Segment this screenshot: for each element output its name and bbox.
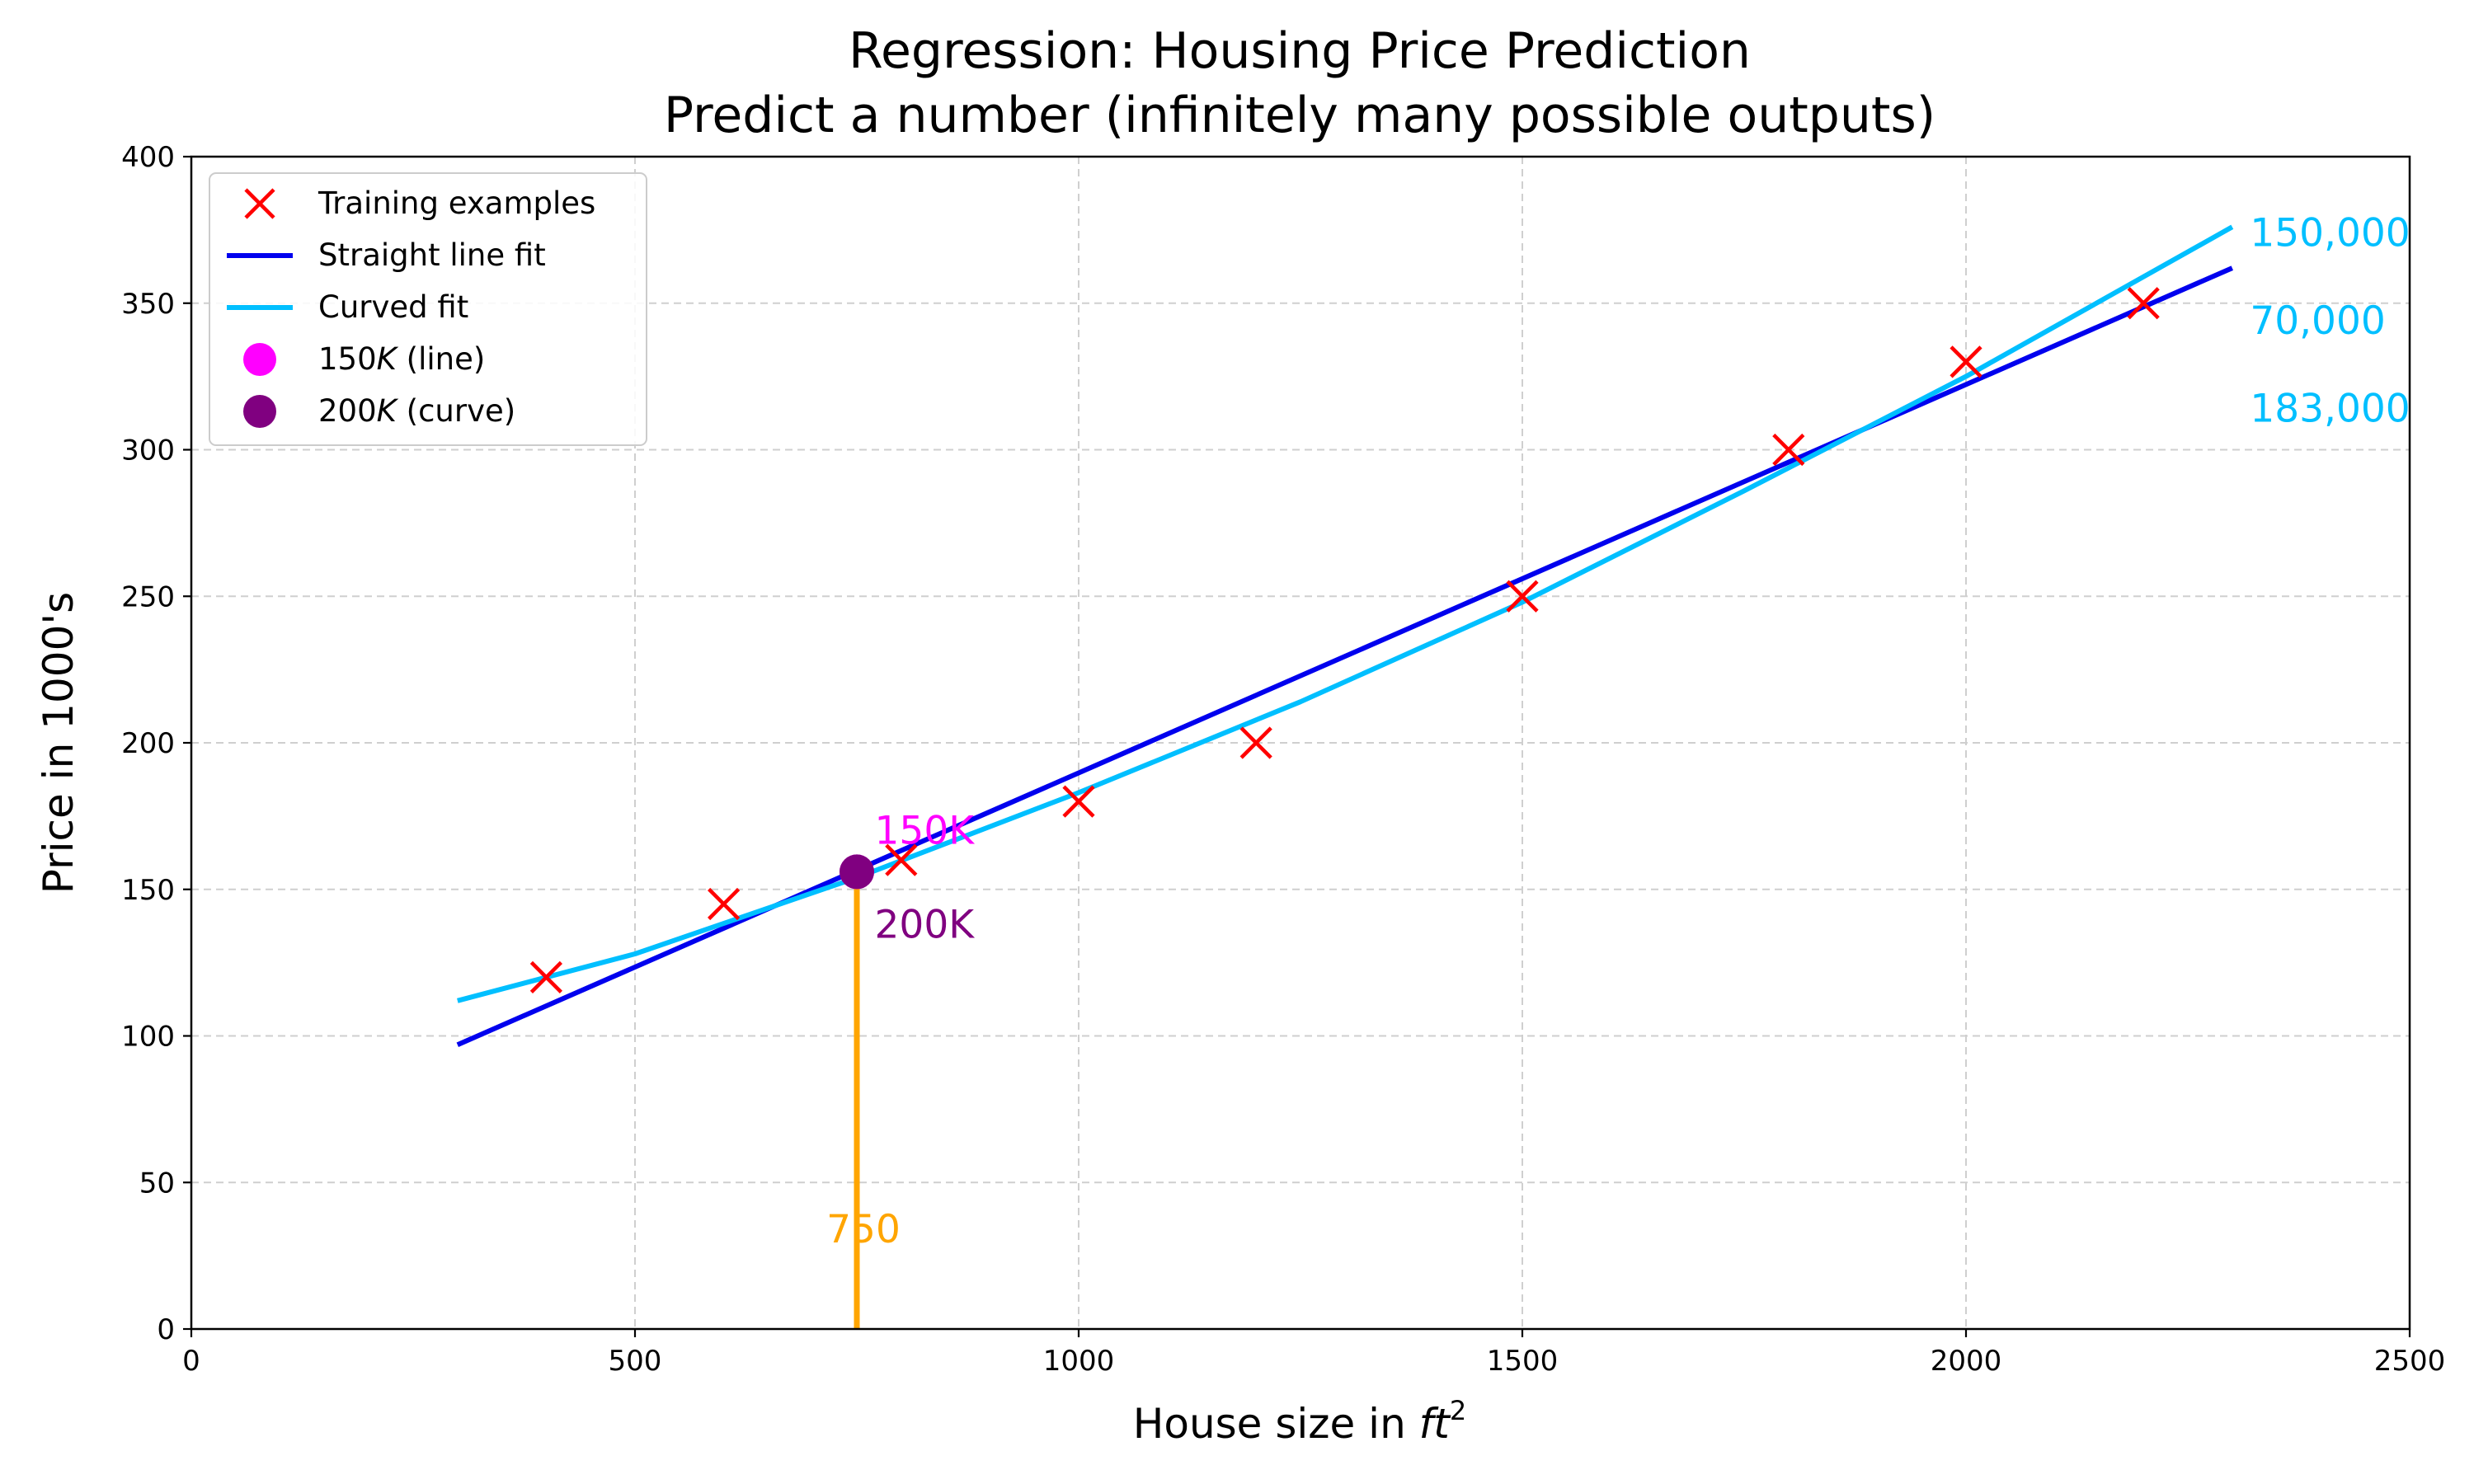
legend-150k-var: K bbox=[377, 341, 399, 377]
legend-200k-var: K bbox=[377, 393, 399, 429]
prediction-point-4-0 bbox=[840, 854, 874, 890]
x-axis-label-exp: 2 bbox=[1450, 1395, 1466, 1426]
training-point-8 bbox=[2127, 287, 2160, 320]
chart-title: Regression: Housing Price Prediction bbox=[849, 22, 1751, 80]
legend-150k-rest: (line) bbox=[397, 341, 485, 377]
x-tick-label-2000: 2000 bbox=[1931, 1345, 2002, 1378]
training-point-0 bbox=[529, 960, 562, 993]
training-point-8-stroke-b bbox=[2127, 287, 2160, 320]
training-point-2-stroke-b bbox=[885, 843, 918, 876]
x-axis-label-text: House size in bbox=[1133, 1400, 1419, 1448]
training-point-5 bbox=[1506, 580, 1539, 613]
training-point-4-stroke-b bbox=[1239, 726, 1272, 759]
training-point-3-stroke-b bbox=[1062, 785, 1095, 818]
training-point-0-stroke-b bbox=[529, 960, 562, 993]
y-tick-label-100: 100 bbox=[121, 1021, 175, 1054]
y-tick-label-150: 150 bbox=[121, 874, 175, 907]
training-point-1-stroke-b bbox=[708, 887, 741, 921]
y-tick-label-350: 350 bbox=[121, 288, 175, 321]
legend-marker-training-examples-stroke-b bbox=[244, 188, 275, 219]
x-tick-label-500: 500 bbox=[609, 1345, 662, 1378]
legend-box bbox=[209, 172, 647, 446]
annotation-2: 150,000 bbox=[2250, 210, 2410, 256]
legend-label-150k-line: 150K (line) bbox=[318, 341, 485, 377]
annotation-0: 150K bbox=[875, 809, 976, 854]
x-tick-label-2500: 2500 bbox=[2374, 1345, 2446, 1378]
y-axis-label: Price in 1000's bbox=[35, 592, 82, 894]
series-layer bbox=[456, 224, 2234, 1047]
annotation-1: 200K bbox=[875, 902, 976, 947]
y-tick-label-300: 300 bbox=[121, 434, 175, 467]
legend-200k-rest: (curve) bbox=[397, 393, 515, 429]
training-point-1 bbox=[708, 887, 741, 921]
legend-label-curved-fit: Curved fit bbox=[318, 289, 468, 325]
legend-label-training-examples: Training examples bbox=[317, 186, 595, 221]
axis-ticks: 0 500 1000 1500 2000 2500 0 50 100 150 200 250 300 35… bbox=[121, 141, 2445, 1378]
y-tick-label-400: 400 bbox=[121, 141, 175, 174]
legend-200k-num: 200 bbox=[318, 393, 377, 429]
x-tick-label-1500: 1500 bbox=[1487, 1345, 1559, 1378]
training-point-2 bbox=[885, 843, 918, 876]
x-axis-label: House size in ft2 bbox=[1133, 1395, 1466, 1448]
y-tick-label-50: 50 bbox=[139, 1167, 175, 1200]
legend-marker-training-examples bbox=[244, 188, 275, 219]
series-line-2 bbox=[457, 224, 2234, 1003]
legend-150k-num: 150 bbox=[318, 341, 377, 377]
training-point-7 bbox=[1950, 345, 1982, 378]
annotations: 150K 200K 150,000 70,000 183,000 bbox=[875, 210, 2411, 947]
annotation-3: 70,000 bbox=[2250, 298, 2385, 344]
x-axis-label-var: ft bbox=[1419, 1400, 1452, 1448]
vertical-marker-layer: 750 bbox=[826, 868, 901, 1329]
legend-label-200k-curve: 200K (curve) bbox=[318, 393, 515, 429]
legend: Training examples Straight line fit Curv… bbox=[209, 172, 647, 446]
y-tick-label-250: 250 bbox=[121, 580, 175, 613]
legend-markers bbox=[227, 188, 293, 428]
training-point-6 bbox=[1772, 433, 1805, 467]
grid bbox=[191, 157, 2410, 1329]
x-tick-label-0: 0 bbox=[182, 1345, 200, 1378]
training-point-5-stroke-b bbox=[1506, 580, 1539, 613]
x-tick-label-1000: 1000 bbox=[1043, 1345, 1115, 1378]
legend-marker-150k-line bbox=[243, 343, 276, 376]
annotation-4: 183,000 bbox=[2250, 387, 2410, 432]
chart-subtitle: Predict a number (infinitely many possib… bbox=[664, 87, 1935, 144]
training-point-6-stroke-b bbox=[1772, 433, 1805, 467]
y-tick-label-0: 0 bbox=[157, 1313, 175, 1346]
vertical-marker-label: 750 bbox=[826, 1207, 901, 1252]
legend-label-straight-line-fit: Straight line fit bbox=[318, 237, 546, 273]
y-tick-label-200: 200 bbox=[121, 727, 175, 760]
training-point-7-stroke-b bbox=[1950, 345, 1982, 378]
training-point-3 bbox=[1062, 785, 1095, 818]
prediction-points bbox=[840, 854, 874, 890]
legend-marker-200k-curve bbox=[243, 395, 276, 428]
training-point-4 bbox=[1239, 726, 1272, 759]
